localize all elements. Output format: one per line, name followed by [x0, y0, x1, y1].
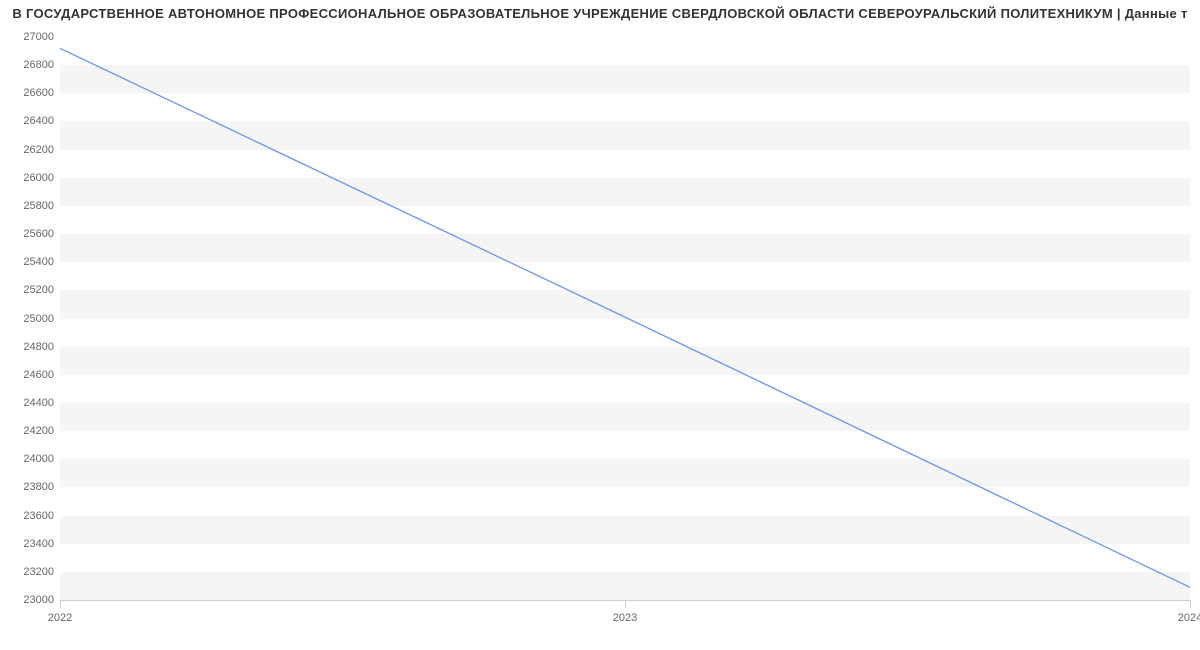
- y-axis-label: 26600: [23, 87, 54, 99]
- y-axis-label: 25200: [23, 284, 54, 296]
- y-axis-label: 25800: [23, 200, 54, 212]
- x-axis-label: 2023: [613, 612, 637, 624]
- y-axis-label: 25400: [23, 256, 54, 268]
- y-axis-label: 23200: [23, 566, 54, 578]
- y-axis-label: 24400: [23, 397, 54, 409]
- chart-container: 23000 23200 23400 23600 23800 24000 24200 24400…: [0, 28, 1200, 638]
- y-axis-label: 25600: [23, 228, 54, 240]
- y-axis-label: 24800: [23, 341, 54, 353]
- plot-area: [60, 30, 1190, 600]
- x-axis-tick: [60, 600, 61, 608]
- y-axis-label: 26800: [23, 59, 54, 71]
- y-axis-label: 23400: [23, 538, 54, 550]
- y-axis-label: 26000: [23, 172, 54, 184]
- y-axis-label: 26200: [23, 144, 54, 156]
- y-axis-label: 23000: [23, 594, 54, 606]
- y-axis-label: 24200: [23, 425, 54, 437]
- y-axis-label: 24000: [23, 453, 54, 465]
- x-axis-label: 2022: [48, 612, 72, 624]
- y-axis-label: 24600: [23, 369, 54, 381]
- x-axis-tick: [625, 600, 626, 608]
- y-axis-label: 23800: [23, 481, 54, 493]
- y-axis-label: 25000: [23, 313, 54, 325]
- y-axis-label: 27000: [23, 31, 54, 43]
- x-axis-tick: [1190, 600, 1191, 608]
- series-line: [60, 48, 1190, 587]
- x-axis-label: 2024: [1178, 612, 1200, 624]
- line-series-layer: [60, 30, 1190, 600]
- chart-title: B ГОСУДАРСТВЕННОЕ АВТОНОМНОЕ ПРОФЕССИОНА…: [0, 0, 1200, 21]
- y-axis-label: 26400: [23, 115, 54, 127]
- y-axis-label: 23600: [23, 510, 54, 522]
